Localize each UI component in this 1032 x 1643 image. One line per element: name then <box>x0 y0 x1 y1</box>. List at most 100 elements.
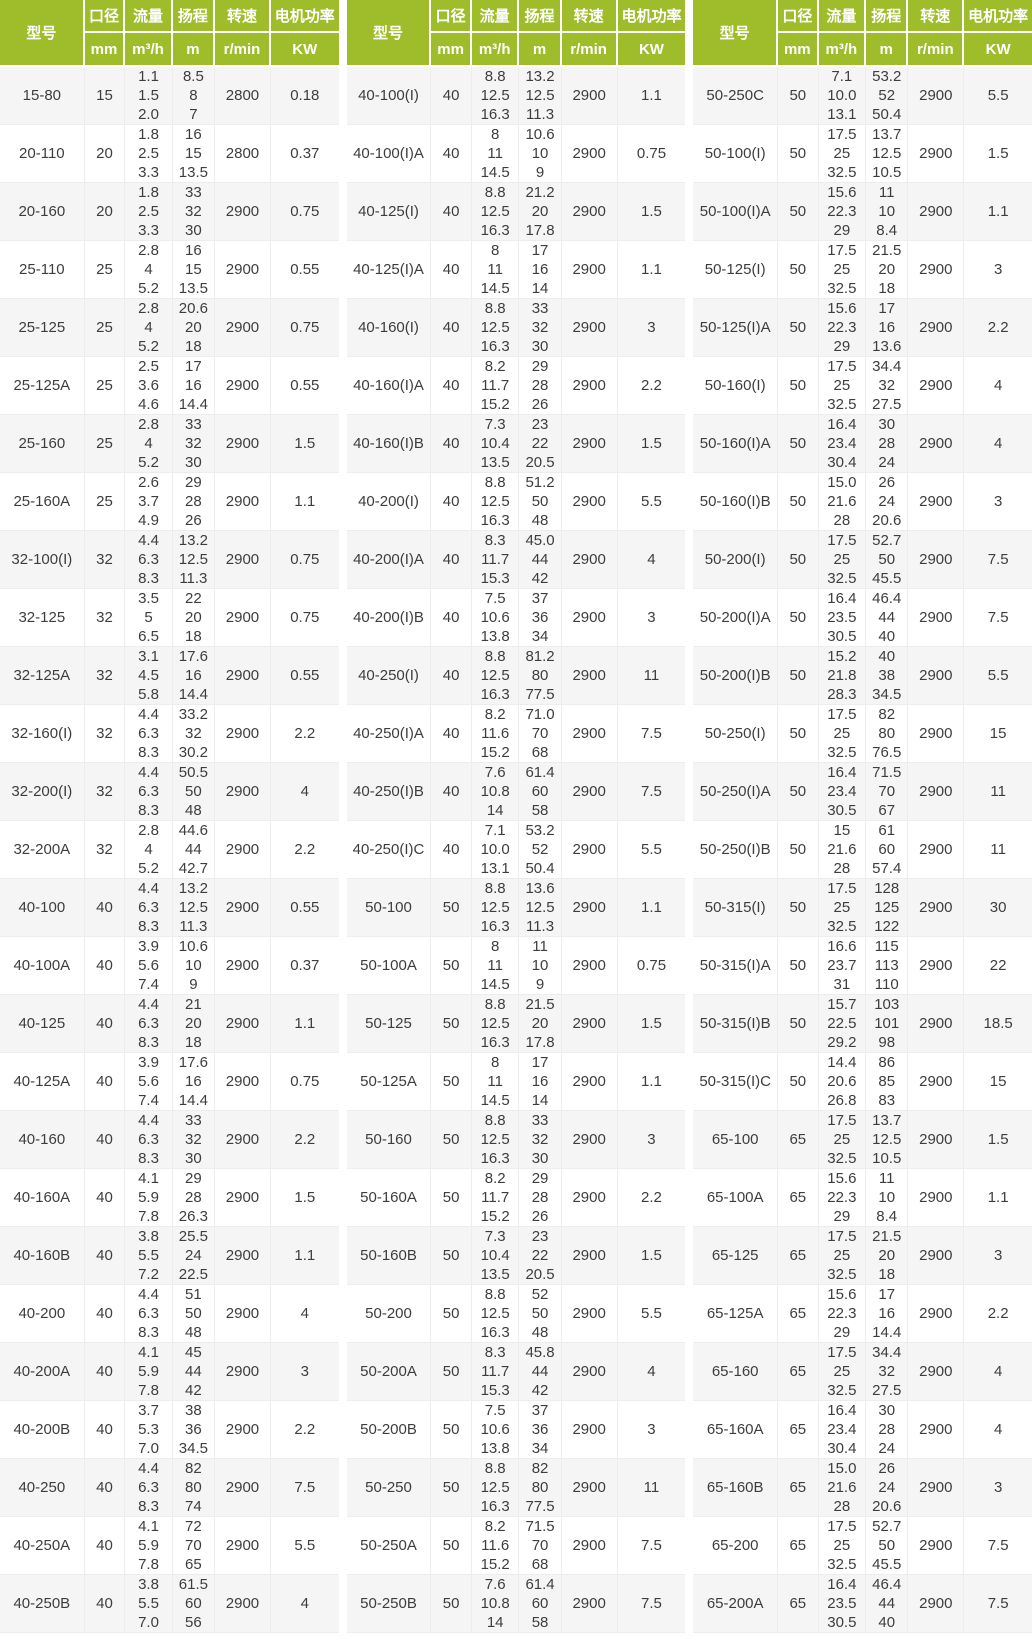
head-value: 86 <box>878 1054 896 1071</box>
head-cell: 45.8 44 42 <box>519 1343 562 1401</box>
flow-cell: 7.3 10.4 13.5 <box>471 1227 520 1285</box>
head-value: 16 <box>878 319 896 336</box>
model-cell: 40-125 <box>0 995 85 1053</box>
diameter-cell: 40 <box>431 647 472 705</box>
flow-value: 7.0 <box>138 1440 159 1457</box>
head-value: 26 <box>531 396 549 413</box>
power-cell: 4 <box>964 415 1032 473</box>
head-cell: 17 16 14 <box>519 1053 562 1111</box>
flow-value: 4 <box>144 435 153 452</box>
flow-value: 11 <box>487 1073 503 1090</box>
diameter-cell: 50 <box>778 995 819 1053</box>
head-value: 32 <box>878 1363 896 1380</box>
head-cell: 61.4 60 58 <box>519 763 562 821</box>
power-cell: 7.5 <box>617 763 686 821</box>
diameter-cell: 40 <box>84 995 126 1053</box>
head-value: 20 <box>531 203 549 220</box>
head-value: 17.6 <box>178 648 208 665</box>
flow-value: 4.5 <box>138 667 159 684</box>
speed-cell: 2900 <box>561 589 618 647</box>
flow-value: 29 <box>833 1208 851 1225</box>
diameter-cell: 65 <box>778 1169 819 1227</box>
speed-cell: 2900 <box>561 1053 618 1111</box>
speed-cell: 2900 <box>908 995 965 1053</box>
flow-value: 28.3 <box>827 686 857 703</box>
table-row: 40-160(I)B 40 7.3 10.4 13.5 23 22 20.5 2900 1.5 <box>346 415 686 473</box>
flow-value: 15.0 <box>827 1460 857 1477</box>
flow-cell: 4.4 6.3 8.3 <box>125 763 173 821</box>
head-value: 28 <box>531 1189 549 1206</box>
flow-cell: 16.4 23.4 30.4 <box>818 415 867 473</box>
flow-cell: 4.4 6.3 8.3 <box>125 1459 173 1517</box>
table-row: 40-200 40 4.4 6.3 8.3 51 50 48 2900 4 <box>0 1285 339 1343</box>
speed-cell: 2900 <box>215 1111 271 1169</box>
table-row: 65-100A 65 15.6 22.3 29 11 10 8.4 2900 1.1 <box>693 1169 1032 1227</box>
speed-cell: 2900 <box>908 647 965 705</box>
head-value: 50.4 <box>525 860 555 877</box>
flow-value: 7.4 <box>138 1092 159 1109</box>
column-header-power: 电机功率 <box>617 0 686 33</box>
model-cell: 25-125A <box>0 357 85 415</box>
flow-value: 17.5 <box>827 1344 857 1361</box>
head-value: 34.5 <box>178 1440 208 1457</box>
diameter-cell: 50 <box>778 937 819 995</box>
model-cell: 40-125A <box>0 1053 85 1111</box>
flow-value: 11 <box>487 957 503 974</box>
power-cell: 1.5 <box>617 995 686 1053</box>
column-header-speed: 转速 <box>908 0 965 33</box>
head-value: 42 <box>185 1382 202 1399</box>
head-value: 11.3 <box>525 106 555 123</box>
flow-value: 12.5 <box>480 1305 510 1322</box>
head-value: 52 <box>531 841 549 858</box>
table-row: 32-200A 32 2.8 4 5.2 44.6 44 42.7 2900 2.2 <box>0 821 339 879</box>
diameter-cell: 50 <box>431 1459 472 1517</box>
table-row: 40-160(I)A 40 8.2 11.7 15.2 29 28 26 2900 2.2 <box>346 357 686 415</box>
model-cell: 40-250(I)A <box>346 705 432 763</box>
head-cell: 13.2 12.5 11.3 <box>519 67 562 125</box>
flow-cell: 7.6 10.8 14 <box>471 1575 520 1633</box>
flow-value: 5.6 <box>138 957 159 974</box>
head-value: 9 <box>535 976 545 993</box>
diameter-cell: 50 <box>778 183 819 241</box>
model-cell: 25-160 <box>0 415 85 473</box>
table-row: 40-100(I) 40 8.8 12.5 16.3 13.2 12.5 11.3 2900 1.… <box>346 67 686 125</box>
speed-cell: 2900 <box>561 67 618 125</box>
head-value: 11.3 <box>525 918 555 935</box>
diameter-cell: 20 <box>84 183 126 241</box>
diameter-cell: 25 <box>84 415 126 473</box>
head-value: 80 <box>185 1479 202 1496</box>
diameter-cell: 50 <box>431 879 472 937</box>
diameter-cell: 50 <box>431 1227 472 1285</box>
speed-cell: 2900 <box>561 1517 618 1575</box>
table-row: 40-100 40 4.4 6.3 8.3 13.2 12.5 11.3 2900 0.55 <box>0 879 339 937</box>
diameter-cell: 32 <box>84 763 126 821</box>
diameter-cell: 32 <box>84 821 126 879</box>
head-value: 36 <box>531 609 549 626</box>
flow-value: 32.5 <box>827 1556 857 1573</box>
head-value: 50.5 <box>178 764 208 781</box>
head-value: 20.6 <box>178 300 208 317</box>
flow-value: 17.5 <box>827 358 857 375</box>
flow-value: 2.8 <box>138 416 159 433</box>
head-value: 67 <box>878 802 896 819</box>
flow-value: 12.5 <box>480 319 510 336</box>
table-row: 50-160A 50 8.2 11.7 15.2 29 28 26 2900 2.2 <box>346 1169 686 1227</box>
flow-value: 8.2 <box>484 1170 506 1187</box>
flow-cell: 8.8 12.5 16.3 <box>471 299 520 357</box>
flow-cell: 8 11 14.5 <box>471 937 520 995</box>
head-value: 7 <box>189 106 198 123</box>
power-cell: 4 <box>964 1401 1032 1459</box>
head-cell: 52.7 50 45.5 <box>866 531 909 589</box>
power-cell: 7.5 <box>270 1459 339 1517</box>
speed-cell: 2900 <box>908 183 965 241</box>
model-cell: 32-100(I) <box>0 531 85 589</box>
power-cell: 5.5 <box>964 67 1032 125</box>
speed-cell: 2900 <box>908 1575 965 1633</box>
flow-value: 8.3 <box>484 532 506 549</box>
flow-value: 17.5 <box>827 1518 857 1535</box>
head-value: 15 <box>185 145 202 162</box>
model-cell: 50-100(I)A <box>693 183 778 241</box>
power-cell: 5.5 <box>617 1285 686 1343</box>
column-header-flow: 流量 <box>818 0 867 33</box>
head-cell: 11 10 9 <box>519 937 562 995</box>
